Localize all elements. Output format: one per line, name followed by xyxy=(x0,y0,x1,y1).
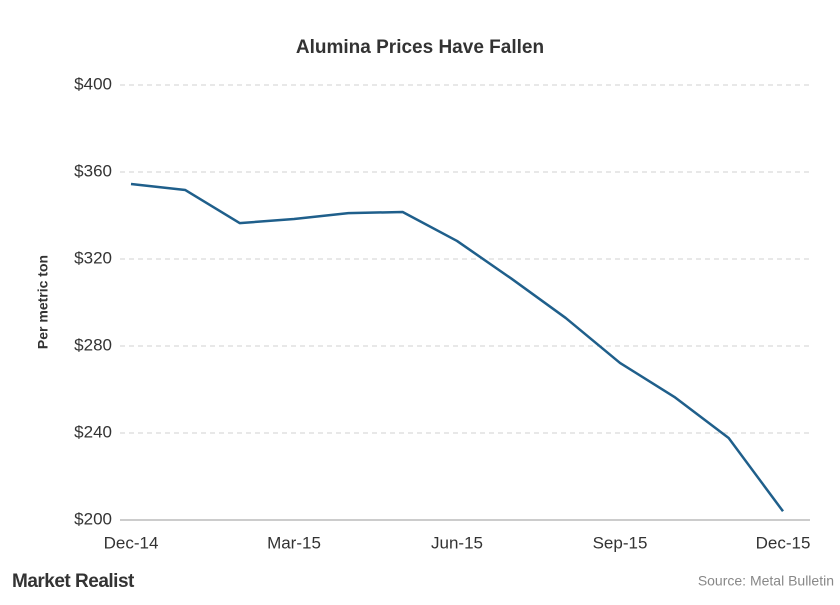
source-note: Source: Metal Bulletin xyxy=(698,573,834,589)
y-tick-label: $200 xyxy=(74,509,112,528)
x-tick-label: Dec-14 xyxy=(104,533,159,552)
x-tick-label: Mar-15 xyxy=(267,533,321,552)
y-tick-label: $320 xyxy=(74,248,112,267)
line-series xyxy=(130,182,785,513)
chart-title: Alumina Prices Have Fallen xyxy=(296,37,544,58)
y-tick-label: $280 xyxy=(74,335,112,354)
x-tick-label: Sep-15 xyxy=(593,533,648,552)
logo: Market Realist xyxy=(12,571,135,592)
y-tick-label: $360 xyxy=(74,161,112,180)
y-axis-label: Per metric ton xyxy=(35,255,51,349)
y-tick-label: $400 xyxy=(74,74,112,93)
x-tick-label: Jun-15 xyxy=(431,533,483,552)
y-tick-label: $240 xyxy=(74,422,112,441)
x-tick-label: Dec-15 xyxy=(756,533,811,552)
